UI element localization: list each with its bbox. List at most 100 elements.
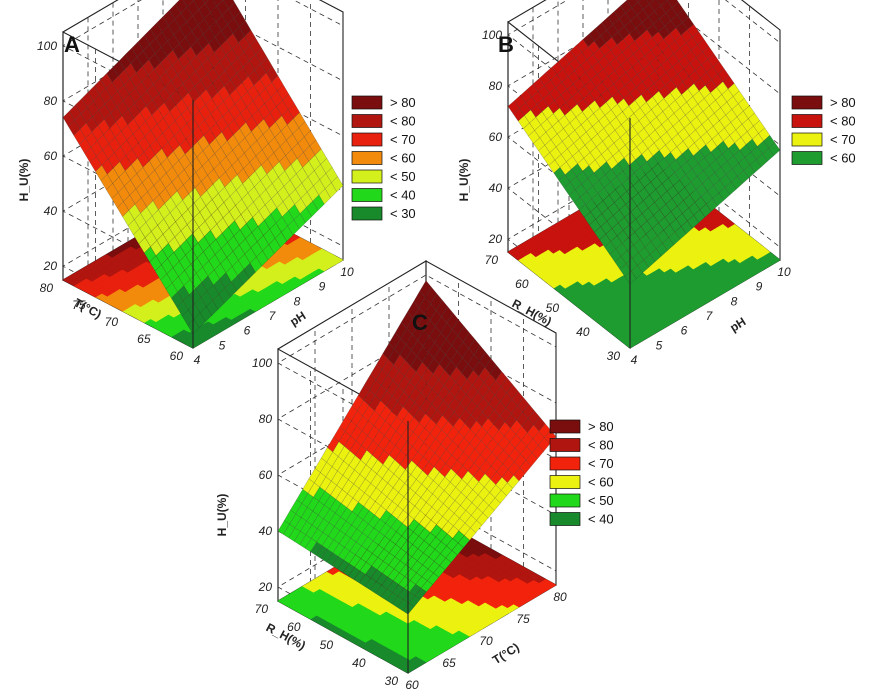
legend-label: < 70 bbox=[588, 456, 614, 471]
z-tick-label: 80 bbox=[259, 412, 273, 426]
legend-label: < 60 bbox=[390, 151, 416, 166]
z-tick-label: 80 bbox=[44, 94, 58, 108]
x-tick-label: 6 bbox=[681, 324, 688, 338]
z-tick-label: 20 bbox=[488, 232, 503, 246]
tick-labels: 20 40 60 80 100 60 65 70 75 80 30 40 50 60 70 bbox=[252, 356, 567, 692]
y-tick-label: 40 bbox=[576, 325, 590, 339]
legend-label: < 40 bbox=[588, 512, 614, 527]
z-tick-label: 40 bbox=[259, 524, 273, 538]
legend-label: < 50 bbox=[588, 493, 614, 508]
legend-swatch bbox=[351, 188, 383, 202]
legend-label: < 80 bbox=[588, 438, 614, 453]
legend-label: < 80 bbox=[830, 114, 856, 129]
x-tick-label: 5 bbox=[656, 338, 663, 352]
y-tick-label: 70 bbox=[255, 602, 269, 616]
x-tick-label: 60 bbox=[405, 678, 419, 692]
x-tick-label: 9 bbox=[319, 280, 326, 294]
x-tick-label: 4 bbox=[631, 353, 638, 367]
panel-label: B bbox=[498, 32, 514, 57]
legend-label: > 80 bbox=[390, 95, 416, 110]
y-tick-label: 70 bbox=[105, 315, 119, 329]
x-tick-label: 4 bbox=[194, 353, 201, 367]
z-axis-label: H_U(%) bbox=[215, 494, 229, 537]
legend-swatch bbox=[351, 206, 383, 221]
y-tick-label: 80 bbox=[40, 281, 54, 295]
z-tick-label: 60 bbox=[489, 130, 503, 144]
panel-b: 20406080100456789103040506070H_U(%)pHR_H… bbox=[457, 0, 856, 367]
legend-swatch bbox=[351, 95, 383, 110]
legend-swatch bbox=[549, 475, 581, 489]
legend-label: < 50 bbox=[390, 169, 416, 184]
z-tick-label: 60 bbox=[259, 468, 273, 482]
legend-swatch bbox=[549, 456, 581, 471]
y-tick-label: 70 bbox=[485, 253, 499, 267]
x-tick-label: 9 bbox=[756, 280, 763, 294]
x-axis-label: T(°C) bbox=[490, 640, 522, 667]
legend-label: > 80 bbox=[588, 419, 614, 434]
x-tick-label: 8 bbox=[731, 294, 738, 308]
x-tick-label: 80 bbox=[553, 590, 567, 604]
legend-label: < 70 bbox=[390, 132, 416, 147]
panel-label: A bbox=[64, 32, 80, 57]
x-tick-label: 10 bbox=[340, 265, 354, 279]
z-tick-label: 100 bbox=[252, 356, 272, 370]
legend-swatch bbox=[351, 151, 383, 165]
legend: > 80 < 80 < 70 < 60 < 50 < 40 < 30 bbox=[351, 95, 416, 221]
legend-label: < 70 bbox=[830, 132, 856, 147]
y-tick-label: 65 bbox=[137, 332, 151, 346]
legend-swatch bbox=[791, 95, 823, 110]
x-axis-label: pH bbox=[287, 308, 308, 328]
x-tick-label: 7 bbox=[269, 309, 277, 323]
y-tick-label: 50 bbox=[320, 638, 334, 652]
legend-swatch bbox=[549, 512, 581, 526]
response-surface bbox=[62, 0, 344, 335]
tick-labels: 20 40 60 80 100 4 5 6 7 8 9 10 30 40 50 60 70 bbox=[482, 28, 791, 367]
legend: > 80 < 80 < 70 < 60 < 50 < 40 bbox=[549, 419, 614, 527]
z-tick-label: 80 bbox=[489, 79, 503, 93]
y-tick-label: 30 bbox=[385, 674, 399, 688]
legend-label: < 40 bbox=[390, 188, 416, 203]
legend-swatch bbox=[549, 493, 581, 508]
y-tick-label: 60 bbox=[515, 277, 529, 291]
panel-a: 20406080100456789106065707580H_U(%)pHT(°… bbox=[17, 0, 416, 367]
y-tick-label: 60 bbox=[170, 349, 184, 363]
panel-c: 2040608010060657075803040506070H_U(%)T(°… bbox=[215, 260, 614, 692]
legend-swatch bbox=[549, 419, 581, 434]
y-tick-label: 40 bbox=[352, 656, 366, 670]
z-tick-label: 20 bbox=[258, 580, 273, 594]
legend-label: < 60 bbox=[588, 475, 614, 490]
x-axis-label: pH bbox=[727, 314, 748, 334]
z-axis-label: H_U(%) bbox=[17, 159, 31, 202]
z-tick-label: 60 bbox=[44, 149, 58, 163]
legend-label: > 80 bbox=[830, 95, 856, 110]
y-axis-label: R_H(%) bbox=[264, 620, 308, 652]
legend-swatch bbox=[549, 438, 581, 452]
z-tick-label: 20 bbox=[43, 259, 58, 273]
legend-swatch bbox=[791, 151, 823, 165]
legend-label: < 60 bbox=[830, 151, 856, 166]
legend-swatch bbox=[351, 114, 383, 128]
x-tick-label: 10 bbox=[777, 265, 791, 279]
y-tick-label: 60 bbox=[287, 620, 301, 634]
z-tick-label: 100 bbox=[37, 39, 57, 53]
x-tick-label: 8 bbox=[294, 294, 301, 308]
x-tick-label: 65 bbox=[442, 656, 456, 670]
x-tick-label: 75 bbox=[516, 612, 530, 626]
legend-label: < 80 bbox=[390, 114, 416, 129]
legend-swatch bbox=[351, 169, 383, 184]
z-tick-label: 100 bbox=[482, 28, 502, 42]
z-tick-label: 40 bbox=[489, 181, 503, 195]
response-surface bbox=[277, 280, 557, 615]
legend-swatch bbox=[791, 132, 823, 147]
y-tick-label: 30 bbox=[607, 349, 621, 363]
z-tick-label: 40 bbox=[44, 204, 58, 218]
x-tick-label: 6 bbox=[244, 324, 251, 338]
legend-swatch bbox=[791, 114, 823, 128]
legend-label: < 30 bbox=[390, 206, 416, 221]
panel-label: C bbox=[412, 310, 428, 335]
response-surface bbox=[507, 0, 781, 285]
y-tick-label: 75 bbox=[72, 298, 86, 312]
x-tick-label: 7 bbox=[706, 309, 714, 323]
x-tick-label: 5 bbox=[219, 338, 226, 352]
